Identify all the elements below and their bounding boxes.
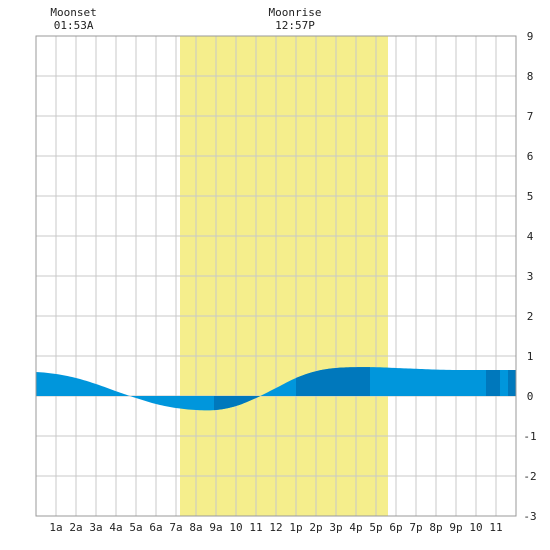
x-tick-label: 5a xyxy=(129,521,142,534)
x-tick-label: 8p xyxy=(429,521,442,534)
x-tick-label: 11 xyxy=(249,521,262,534)
x-tick-label: 1a xyxy=(49,521,62,534)
x-tick-label: 10 xyxy=(469,521,482,534)
x-tick-label: 2p xyxy=(309,521,322,534)
y-tick-labels: -3 -2 -1 0 1 2 3 4 5 6 7 8 9 xyxy=(523,30,536,523)
y-tick-label: 7 xyxy=(527,110,534,123)
moon-annotation-label: Moonset xyxy=(50,6,96,19)
moon-annotation-time: 12:57P xyxy=(275,19,315,32)
x-tick-labels: 1a 2a 3a 4a 5a 6a 7a 8a 9a 10 11 12 1p 2p 3p 4p 5p 6p 7p 8p… xyxy=(49,521,502,534)
y-tick-label: 3 xyxy=(527,270,534,283)
x-tick-label: 7a xyxy=(169,521,182,534)
x-tick-label: 3a xyxy=(89,521,102,534)
tide-area xyxy=(36,367,516,411)
x-tick-label: 8a xyxy=(189,521,202,534)
x-tick-label: 1p xyxy=(289,521,302,534)
y-tick-label: 4 xyxy=(527,230,534,243)
x-tick-label: 5p xyxy=(369,521,382,534)
x-tick-label: 6a xyxy=(149,521,162,534)
x-tick-label: 9a xyxy=(209,521,222,534)
x-tick-label: 4a xyxy=(109,521,122,534)
y-tick-label: 9 xyxy=(527,30,534,43)
x-tick-label: 10 xyxy=(229,521,242,534)
x-tick-label: 9p xyxy=(449,521,462,534)
y-tick-label: 8 xyxy=(527,70,534,83)
x-tick-label: 6p xyxy=(389,521,402,534)
y-tick-label: 6 xyxy=(527,150,534,163)
moon-annotation-label: Moonrise xyxy=(269,6,322,19)
y-tick-label: -2 xyxy=(523,470,536,483)
x-tick-label: 4p xyxy=(349,521,362,534)
y-tick-label: 2 xyxy=(527,310,534,323)
moon-annotation-time: 01:53A xyxy=(54,19,94,32)
x-tick-label: 11 xyxy=(489,521,502,534)
x-tick-label: 2a xyxy=(69,521,82,534)
x-tick-label: 3p xyxy=(329,521,342,534)
y-tick-label: 0 xyxy=(527,390,534,403)
plot-frame xyxy=(35,35,517,517)
tide-dark-band xyxy=(508,367,516,411)
y-tick-label: -3 xyxy=(523,510,536,523)
x-tick-label: 12 xyxy=(269,521,282,534)
x-tick-label: 7p xyxy=(409,521,422,534)
y-tick-label: 1 xyxy=(527,350,534,363)
y-tick-label: -1 xyxy=(523,430,536,443)
y-tick-label: 5 xyxy=(527,190,534,203)
grid-lines xyxy=(36,36,516,516)
